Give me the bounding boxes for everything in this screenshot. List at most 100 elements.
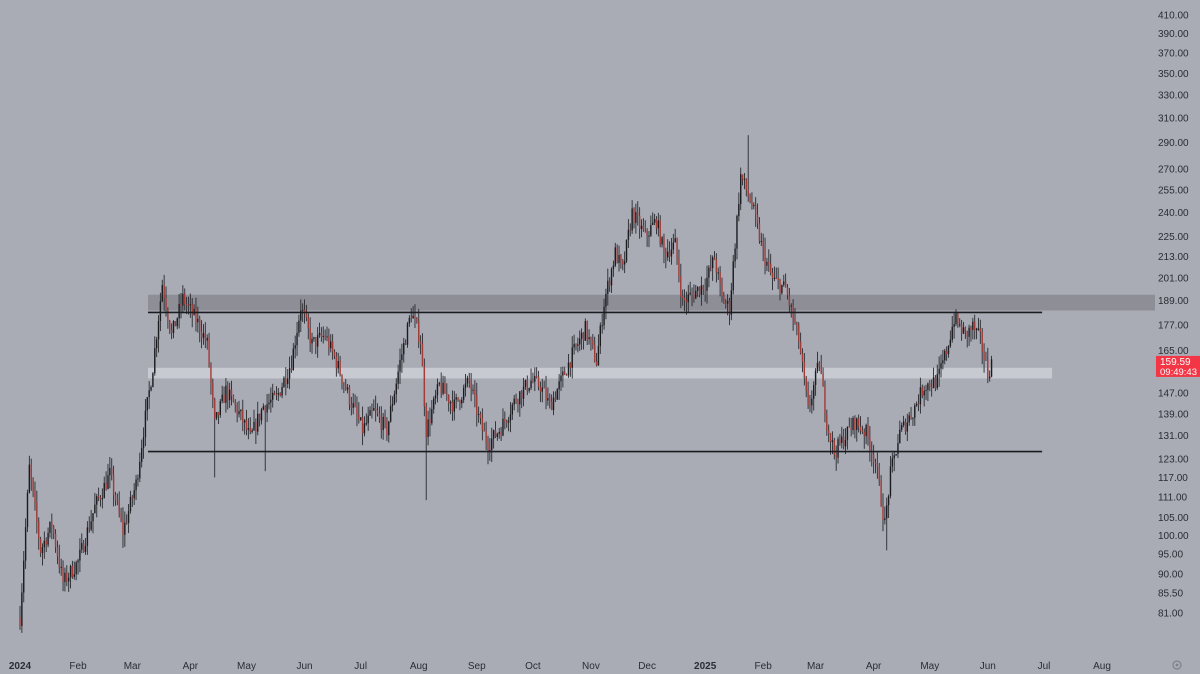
candle-body	[543, 387, 545, 389]
candle-body	[114, 494, 117, 501]
candle-body	[395, 383, 397, 395]
y-tick-label: 310.00	[1158, 114, 1189, 125]
candle-body	[309, 327, 311, 344]
y-tick-label: 225.00	[1158, 232, 1189, 243]
candle-body	[28, 464, 31, 493]
candle-body	[904, 421, 907, 432]
candle-body	[622, 260, 624, 265]
candle-body	[230, 389, 233, 396]
candle-body	[747, 190, 749, 197]
candle-body	[988, 376, 991, 379]
candle-body	[365, 423, 368, 425]
candle-body	[910, 415, 912, 419]
candle-body	[82, 543, 85, 552]
candle-body	[26, 492, 29, 528]
candle-body	[522, 386, 525, 399]
candle-body	[155, 339, 158, 349]
candle-body	[356, 405, 358, 415]
candle-body	[652, 222, 654, 225]
candle-body	[86, 527, 89, 546]
candle-body	[169, 320, 171, 331]
candle-body	[506, 421, 508, 423]
candle-body	[826, 414, 828, 431]
candle-body	[674, 238, 676, 243]
candle-body	[161, 285, 163, 302]
candle-body	[593, 344, 596, 362]
y-tick-label: 213.00	[1158, 252, 1189, 263]
candle-body	[382, 416, 384, 431]
candle-body	[39, 538, 42, 554]
candle-body	[710, 267, 712, 269]
candle-body	[496, 433, 499, 437]
candle-body	[466, 378, 469, 384]
candle-body	[809, 405, 811, 407]
y-tick-label: 410.00	[1158, 11, 1189, 22]
candle-body	[702, 285, 704, 290]
candle-body	[534, 375, 536, 382]
candle-body	[335, 356, 338, 369]
candle-body	[608, 280, 611, 286]
candle-body	[272, 392, 274, 400]
candle-body	[127, 511, 130, 523]
candle-body	[440, 383, 442, 394]
candle-body	[663, 237, 665, 251]
candle-body	[103, 482, 105, 499]
candle-body	[711, 257, 714, 269]
candle-body	[953, 324, 955, 327]
candle-body	[236, 404, 238, 415]
y-tick-label: 100.00	[1158, 531, 1189, 542]
candle-body	[498, 431, 500, 434]
candle-body	[418, 321, 420, 342]
candle-body	[642, 225, 645, 230]
candle-body	[597, 346, 600, 366]
candle-body	[987, 359, 989, 379]
candle-body	[970, 327, 972, 330]
candle-body	[968, 327, 970, 337]
candle-body	[122, 519, 124, 535]
candle-body	[352, 403, 354, 408]
candle-body	[152, 373, 154, 388]
candle-body	[41, 547, 44, 554]
candle-body	[526, 380, 529, 391]
candle-body	[84, 545, 87, 552]
candle-body	[633, 208, 635, 223]
candle-body	[406, 323, 409, 345]
candle-body	[906, 422, 909, 432]
candle-body	[49, 521, 51, 533]
candle-body	[839, 439, 841, 444]
candle-body	[959, 324, 961, 326]
candle-body	[638, 215, 641, 229]
candle-body	[891, 458, 894, 467]
candle-body	[238, 411, 240, 415]
candle-body	[273, 392, 276, 395]
candle-body	[607, 280, 609, 294]
candle-body	[45, 540, 47, 545]
candle-body	[264, 406, 266, 413]
candle-body	[146, 397, 148, 411]
y-tick-label: 290.00	[1158, 138, 1189, 149]
candle-body	[425, 406, 427, 438]
candle-body	[36, 502, 38, 522]
candle-body	[391, 404, 394, 407]
candle-body	[97, 496, 100, 498]
candle-body	[827, 430, 830, 433]
candle-body	[539, 386, 542, 392]
candle-body	[807, 390, 809, 406]
candle-body	[657, 220, 660, 229]
candle-body	[47, 532, 49, 545]
candle-body	[350, 404, 353, 408]
candle-body	[605, 293, 607, 307]
candle-body	[67, 577, 70, 582]
x-tick-label: May	[920, 661, 939, 672]
candle-body	[951, 326, 953, 340]
candle-body	[322, 335, 324, 337]
candle-body	[343, 383, 345, 385]
candle-body	[835, 454, 837, 458]
candle-body	[627, 229, 630, 240]
candle-body	[159, 301, 162, 321]
settings-gear-icon[interactable]	[1172, 660, 1182, 670]
candle-body	[786, 287, 789, 296]
candle-body	[367, 415, 369, 424]
candle-body	[528, 388, 530, 391]
